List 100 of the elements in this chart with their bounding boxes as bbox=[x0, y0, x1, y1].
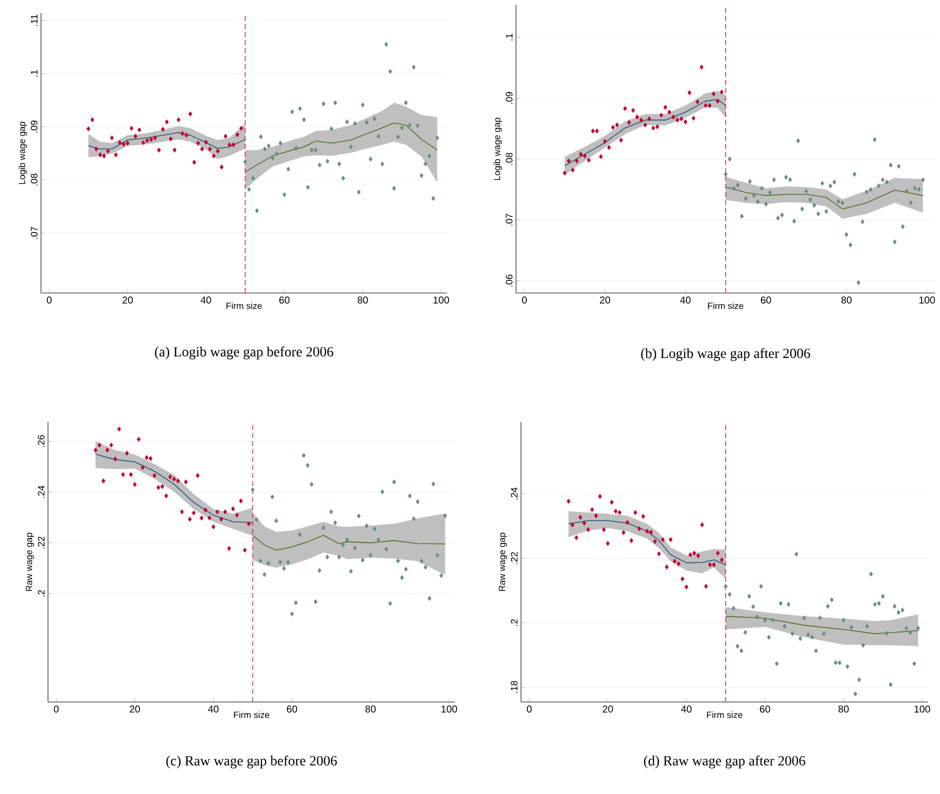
point bbox=[400, 575, 404, 580]
point bbox=[424, 161, 428, 166]
point bbox=[794, 552, 798, 557]
point bbox=[164, 119, 169, 124]
point bbox=[239, 126, 244, 131]
point bbox=[802, 615, 806, 620]
point bbox=[796, 138, 800, 144]
point bbox=[196, 473, 200, 478]
point bbox=[140, 464, 145, 470]
x-tick-label: 80 bbox=[358, 296, 368, 304]
point bbox=[102, 153, 106, 158]
point bbox=[431, 196, 436, 201]
point bbox=[132, 482, 137, 487]
point bbox=[231, 506, 235, 512]
point bbox=[176, 478, 180, 484]
point bbox=[888, 162, 893, 168]
point bbox=[892, 604, 897, 609]
x-tick-label: 20 bbox=[600, 296, 610, 304]
point bbox=[420, 558, 424, 564]
point bbox=[376, 537, 380, 542]
point bbox=[368, 156, 373, 162]
point bbox=[144, 455, 149, 460]
y-tick-label: .24 bbox=[510, 488, 518, 500]
point bbox=[345, 537, 349, 542]
point bbox=[98, 442, 102, 448]
point bbox=[137, 127, 142, 132]
point bbox=[364, 523, 369, 528]
point bbox=[122, 142, 126, 147]
point bbox=[168, 136, 173, 142]
point bbox=[700, 64, 704, 70]
point bbox=[663, 104, 668, 110]
point bbox=[716, 550, 720, 556]
point bbox=[724, 584, 728, 589]
point bbox=[786, 602, 790, 607]
point bbox=[431, 481, 436, 486]
point bbox=[235, 512, 239, 518]
point bbox=[732, 606, 736, 611]
point bbox=[278, 140, 282, 146]
point bbox=[290, 611, 294, 616]
point bbox=[404, 566, 408, 572]
x-tick-label: 100 bbox=[434, 296, 450, 304]
point bbox=[896, 610, 900, 615]
x-tick-label: 20 bbox=[130, 706, 140, 713]
point bbox=[578, 152, 583, 157]
point bbox=[566, 158, 571, 164]
point bbox=[848, 242, 852, 248]
point bbox=[172, 148, 177, 153]
point bbox=[610, 500, 614, 505]
point bbox=[611, 124, 615, 130]
point bbox=[298, 106, 302, 112]
point bbox=[266, 143, 271, 148]
point bbox=[160, 484, 164, 489]
point bbox=[427, 153, 432, 158]
point bbox=[816, 211, 820, 216]
y-tick-label: .09 bbox=[30, 120, 38, 132]
point bbox=[128, 472, 133, 478]
point bbox=[892, 239, 897, 244]
point bbox=[258, 134, 263, 140]
point bbox=[141, 140, 146, 146]
y-tick-label: .06 bbox=[506, 274, 512, 287]
point bbox=[764, 202, 768, 207]
point bbox=[321, 525, 326, 530]
point bbox=[164, 493, 168, 498]
point bbox=[884, 180, 889, 185]
point bbox=[637, 526, 642, 532]
point bbox=[826, 604, 830, 609]
point bbox=[736, 644, 740, 649]
point bbox=[884, 630, 889, 636]
point bbox=[782, 624, 787, 629]
point bbox=[153, 135, 157, 140]
point bbox=[772, 177, 776, 182]
point bbox=[286, 166, 290, 172]
point bbox=[282, 566, 286, 571]
point bbox=[345, 119, 349, 124]
point bbox=[857, 677, 862, 682]
point bbox=[888, 682, 893, 688]
x-axis-title: Firm size bbox=[226, 302, 262, 309]
y-tick-label: .07 bbox=[506, 214, 512, 226]
point bbox=[388, 601, 392, 606]
point bbox=[880, 177, 885, 182]
point bbox=[372, 116, 376, 122]
point bbox=[752, 193, 756, 198]
point bbox=[896, 164, 901, 169]
point bbox=[869, 572, 873, 577]
point bbox=[696, 553, 700, 558]
point bbox=[360, 102, 365, 108]
point bbox=[814, 648, 818, 654]
x-tick-label: 100 bbox=[914, 706, 930, 713]
point bbox=[641, 514, 646, 519]
point bbox=[868, 186, 873, 192]
point bbox=[200, 146, 204, 152]
point bbox=[106, 148, 110, 154]
point bbox=[333, 100, 338, 106]
x-axis-title: Firm size bbox=[234, 711, 270, 718]
point bbox=[212, 153, 216, 158]
text: (c) Raw wage gap before 2006 bbox=[166, 756, 337, 768]
point bbox=[635, 114, 640, 120]
point bbox=[310, 482, 314, 487]
point bbox=[322, 101, 326, 106]
point bbox=[439, 573, 444, 578]
